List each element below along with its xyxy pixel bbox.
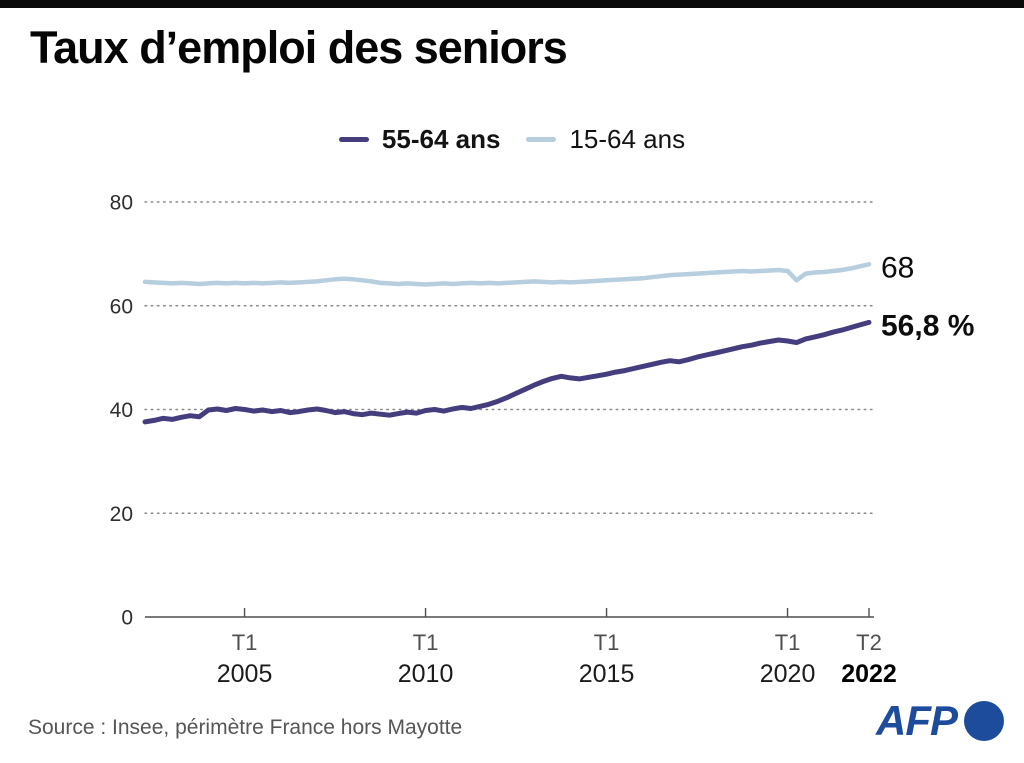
chart-legend: 55-64 ans 15-64 ans [0, 124, 1024, 155]
legend-dash-55-64-icon [338, 137, 369, 142]
source-note: Source : Insee, périmètre France hors Ma… [28, 716, 463, 739]
x-tick-year-2022: 2022 [841, 660, 897, 688]
x-tick-quarter-2020: T1 [775, 630, 801, 655]
afp-logo-text: AFP [876, 697, 958, 744]
x-tick-quarter-2022: T2 [856, 630, 882, 655]
x-tick-year-2020: 2020 [760, 660, 816, 688]
legend-item-15-64: 15-64 ans [526, 124, 685, 155]
legend-dash-15-64-icon [526, 137, 557, 142]
x-tick-quarter-2015: T1 [594, 630, 620, 655]
y-tick-label-80: 80 [110, 192, 133, 215]
x-tick-quarter-2010: T1 [413, 630, 439, 655]
end-label-15-64-ans: 68 [881, 251, 914, 284]
x-tick-year-2010: 2010 [398, 660, 454, 688]
y-tick-label-60: 60 [110, 295, 133, 318]
legend-label-55-64: 55-64 ans [381, 124, 501, 154]
y-tick-label-0: 0 [121, 607, 133, 630]
page-title: Taux d’emploi des seniors [30, 22, 568, 73]
y-tick-label-20: 20 [110, 503, 133, 526]
series-line-15-64-ans [142, 262, 872, 287]
x-tick-year-2015: 2015 [579, 660, 635, 688]
series-line-55-64-ans [142, 319, 872, 425]
afp-logo: AFP [876, 700, 1004, 742]
end-label-55-64-ans: 56,8 % [881, 309, 974, 342]
afp-logo-circle-icon [964, 701, 1004, 741]
legend-item-55-64: 55-64 ans [338, 124, 501, 155]
x-tick-year-2005: 2005 [217, 660, 273, 688]
y-tick-label-40: 40 [110, 399, 133, 422]
x-tick-quarter-2005: T1 [232, 630, 258, 655]
legend-label-15-64: 15-64 ans [569, 124, 686, 154]
top-bar [0, 0, 1024, 8]
